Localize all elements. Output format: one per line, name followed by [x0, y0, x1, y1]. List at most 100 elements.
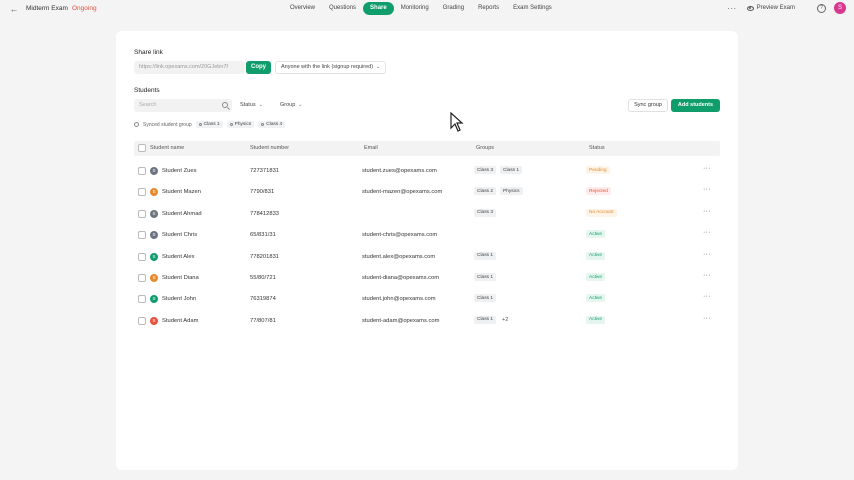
- share-card: Share link https://link.opexams.com/20GJ…: [116, 31, 738, 470]
- student-name: Student Zues: [162, 168, 197, 174]
- row-actions-icon[interactable]: ···: [703, 186, 711, 194]
- table-row[interactable]: S Student Mazen 7790/831 student-mazen@opex…: [134, 182, 720, 203]
- student-email: student.alex@opexams.com: [362, 253, 436, 260]
- student-number: 77/807/81: [250, 317, 276, 324]
- chevron-down-icon: ⌄: [376, 64, 381, 70]
- sync-group-button[interactable]: Sync group: [628, 99, 668, 112]
- student-number: 778412833: [250, 210, 280, 217]
- group-chip: Physics: [500, 187, 523, 196]
- group-chip: Class 3: [474, 208, 496, 217]
- table-row[interactable]: S Student Chris 65/831/31 student-chris@ope…: [134, 225, 720, 246]
- synced-groups: Synced student group Class 1 Physics Class…: [134, 121, 286, 128]
- synced-group-label: Physics: [234, 122, 252, 127]
- row-checkbox[interactable]: [138, 188, 146, 197]
- main-tabs: Overview Questions Share Monitoring Grading R…: [283, 2, 559, 15]
- search-input[interactable]: Search: [134, 99, 232, 112]
- more-groups-count[interactable]: +2: [502, 316, 509, 323]
- group-chip: Class 1: [474, 294, 496, 303]
- student-email: student.zues@opexams.com: [362, 168, 437, 174]
- student-number: 727371831: [250, 168, 280, 174]
- group-chip: Class 1: [474, 273, 496, 281]
- group-icon: [229, 123, 233, 126]
- tab-reports[interactable]: Reports: [478, 5, 500, 11]
- student-avatar: S: [150, 274, 158, 282]
- row-actions-icon[interactable]: ···: [703, 250, 711, 258]
- chevron-down-icon: ⌄: [258, 102, 263, 108]
- table-row[interactable]: S Student Ahmad 778412833 Class 3 No Account…: [134, 204, 720, 225]
- tab-questions[interactable]: Questions: [329, 5, 357, 11]
- student-name: Student Alex: [162, 253, 195, 260]
- select-all-checkbox[interactable]: [138, 144, 146, 152]
- student-email: student-diana@opexams.com: [362, 275, 440, 281]
- status-filter-dropdown[interactable]: Status ⌄: [240, 99, 263, 112]
- table-row[interactable]: S Student Adam 77/807/81 student-adam@opexa…: [134, 311, 720, 332]
- student-email: student.john@opexams.com: [362, 296, 436, 303]
- students-heading: Students: [134, 87, 160, 94]
- share-link-heading: Share link: [134, 49, 163, 56]
- row-actions-icon[interactable]: ···: [703, 207, 711, 215]
- exam-status: Ongoing: [72, 5, 97, 12]
- table-row[interactable]: S Student Alex 778201831 student.alex@opexa…: [134, 247, 720, 268]
- student-groups: Class 1: [474, 294, 496, 303]
- exam-title: Midterm Exam: [26, 5, 68, 12]
- synced-group-label: Class 1: [203, 122, 220, 127]
- table-header: Student name Student number Email Groups…: [134, 141, 720, 156]
- student-name: Student Adam: [162, 317, 199, 324]
- row-checkbox[interactable]: [138, 252, 146, 261]
- mouse-cursor-icon: [450, 112, 464, 132]
- table-row[interactable]: S Student John 76319874 student.john@opexam…: [134, 289, 720, 310]
- group-icon: [198, 123, 202, 126]
- link-access-dropdown[interactable]: Anyone with the link (signup required) ⌄: [275, 61, 387, 74]
- tab-monitoring[interactable]: Monitoring: [400, 5, 429, 11]
- share-link-field[interactable]: https://link.opexams.com/20GJebn7f: [134, 61, 245, 74]
- student-groups: Class 1 +2: [474, 315, 509, 324]
- column-header: Status: [589, 145, 605, 151]
- row-actions-icon[interactable]: ···: [703, 272, 711, 279]
- tab-share[interactable]: Share: [363, 2, 394, 15]
- row-checkbox[interactable]: [138, 167, 146, 175]
- tab-grading[interactable]: Grading: [442, 5, 465, 11]
- user-avatar[interactable]: S: [834, 2, 846, 14]
- sync-icon: [134, 122, 139, 127]
- student-number: 55/80/721: [250, 275, 276, 281]
- row-checkbox[interactable]: [138, 209, 146, 218]
- row-actions-icon[interactable]: ···: [703, 314, 711, 322]
- row-checkbox[interactable]: [138, 274, 146, 282]
- row-actions-icon[interactable]: ···: [703, 293, 711, 301]
- group-icon: [261, 123, 265, 126]
- student-email: student-mazen@opexams.com: [362, 189, 443, 196]
- synced-group-chip: Physics: [226, 121, 255, 128]
- table-row[interactable]: S Student Zues 727371831 student.zues@opexa…: [134, 161, 720, 182]
- tab-exam-settings[interactable]: Exam Settings: [513, 5, 552, 11]
- row-actions-icon[interactable]: ···: [703, 229, 711, 237]
- student-avatar: S: [150, 295, 158, 304]
- status-badge: Active: [586, 251, 606, 260]
- column-header: Student name: [150, 145, 185, 151]
- tab-overview[interactable]: Overview: [290, 5, 316, 11]
- column-header: Email: [364, 145, 378, 151]
- column-header: Student number: [250, 145, 290, 151]
- table-row[interactable]: S Student Diana 55/80/721 student-diana@ope…: [134, 268, 720, 289]
- ellipsis-icon[interactable]: ···: [727, 3, 737, 13]
- row-actions-icon[interactable]: ···: [703, 165, 711, 172]
- preview-exam-button[interactable]: Preview Exam: [746, 5, 795, 11]
- group-filter-label: Group: [280, 102, 296, 108]
- group-filter-dropdown[interactable]: Group ⌄: [280, 99, 303, 112]
- copy-link-button[interactable]: Copy: [246, 61, 271, 74]
- add-students-button[interactable]: Add students: [671, 99, 720, 112]
- student-groups: Class 3: [474, 208, 496, 217]
- preview-exam-label: Preview Exam: [756, 5, 795, 11]
- column-header: Groups: [476, 145, 495, 151]
- help-circle-icon[interactable]: ?: [817, 3, 826, 13]
- status-badge: No Account: [586, 208, 617, 217]
- student-avatar: S: [150, 167, 158, 175]
- row-checkbox[interactable]: [138, 316, 146, 325]
- group-chip: Class 3: [474, 166, 496, 174]
- top-bar: ← Midterm Exam Ongoing Overview Questions…: [0, 0, 854, 18]
- student-number: 76319874: [250, 296, 276, 303]
- student-email: student-chris@opexams.com: [362, 232, 438, 239]
- synced-group-chip: Class 1: [195, 121, 223, 128]
- arrow-left-icon[interactable]: ←: [9, 4, 19, 14]
- row-checkbox[interactable]: [138, 295, 146, 304]
- row-checkbox[interactable]: [138, 231, 146, 240]
